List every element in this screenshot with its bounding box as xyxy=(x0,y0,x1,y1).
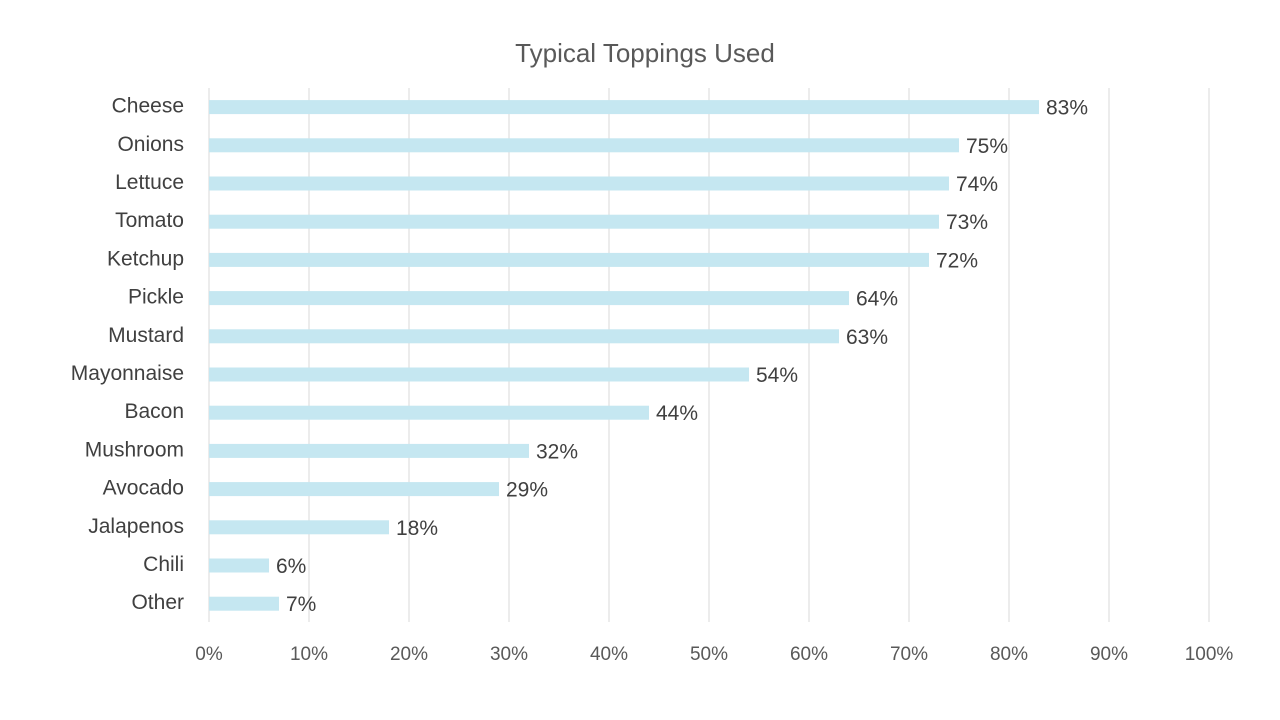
x-tick-label: 90% xyxy=(1090,644,1128,665)
category-label: Avocado xyxy=(103,477,184,500)
x-tick-label: 40% xyxy=(590,644,628,665)
bar xyxy=(209,596,279,611)
gridlines xyxy=(208,88,1210,622)
bar xyxy=(209,367,749,382)
category-labels: Cheese Onions Lettuce Tomato Ketchup Pickle Mu… xyxy=(71,95,184,615)
data-label: 29% xyxy=(506,479,548,502)
data-label: 18% xyxy=(396,517,438,540)
bar xyxy=(209,520,389,535)
value-labels: 83% 75% 74% 73% 72% 64% 63% 54% 44% 32% 29% 18% 6% 7% xyxy=(276,97,1088,617)
category-label: Jalapenos xyxy=(88,515,184,538)
x-tick-label: 60% xyxy=(790,644,828,665)
data-label: 74% xyxy=(956,173,998,196)
bar xyxy=(209,176,949,191)
x-tick-label: 0% xyxy=(195,644,223,665)
data-label: 6% xyxy=(276,555,306,578)
category-label: Bacon xyxy=(124,400,184,423)
bar xyxy=(209,291,849,306)
bar xyxy=(209,405,649,420)
category-label: Ketchup xyxy=(107,247,184,270)
category-label: Mustard xyxy=(108,324,184,347)
data-label: 64% xyxy=(856,288,898,311)
x-tick-label: 30% xyxy=(490,644,528,665)
bar xyxy=(209,329,839,344)
category-label: Mayonnaise xyxy=(71,362,184,385)
category-label: Other xyxy=(131,591,184,614)
x-axis-ticks: 0% 10% 20% 30% 40% 50% 60% 70% 80% 90% 100% xyxy=(195,644,1233,665)
bar xyxy=(209,138,959,153)
x-tick-label: 20% xyxy=(390,644,428,665)
bar xyxy=(209,252,929,267)
bar xyxy=(209,558,269,573)
data-label: 72% xyxy=(936,249,978,272)
category-label: Mushroom xyxy=(85,438,184,461)
data-label: 73% xyxy=(946,211,988,234)
data-label: 54% xyxy=(756,364,798,387)
data-label: 63% xyxy=(846,326,888,349)
x-tick-label: 70% xyxy=(890,644,928,665)
data-label: 7% xyxy=(286,593,316,616)
bar xyxy=(209,214,939,229)
chart-title: Typical Toppings Used xyxy=(515,38,775,68)
data-label: 44% xyxy=(656,402,698,425)
x-tick-label: 100% xyxy=(1185,644,1234,665)
category-label: Lettuce xyxy=(115,171,184,194)
x-tick-label: 10% xyxy=(290,644,328,665)
data-label: 83% xyxy=(1046,97,1088,120)
bar xyxy=(209,443,529,458)
category-label: Chili xyxy=(143,553,184,576)
category-label: Tomato xyxy=(115,209,184,232)
category-label: Pickle xyxy=(128,286,184,309)
bar xyxy=(209,100,1039,115)
category-label: Cheese xyxy=(112,95,184,118)
x-tick-label: 50% xyxy=(690,644,728,665)
bars xyxy=(209,100,1039,611)
data-label: 75% xyxy=(966,135,1008,158)
bar xyxy=(209,482,499,497)
data-label: 32% xyxy=(536,440,578,463)
x-tick-label: 80% xyxy=(990,644,1028,665)
category-label: Onions xyxy=(117,133,184,156)
